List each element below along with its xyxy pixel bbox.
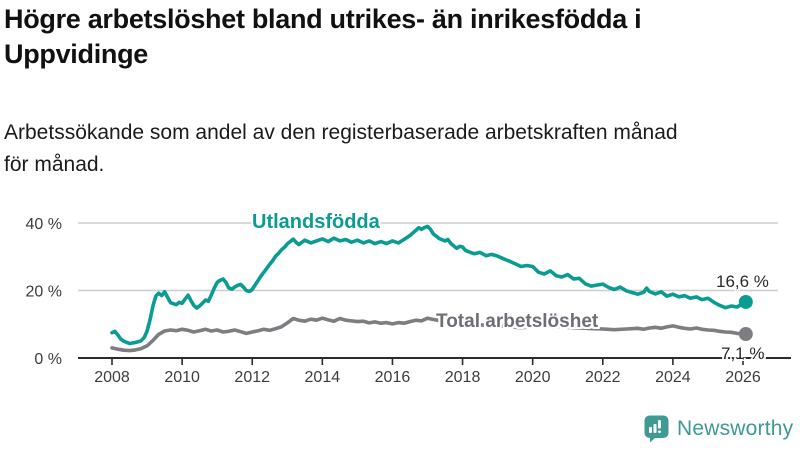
x-axis-label-2018: 2018	[445, 369, 481, 386]
x-axis-label-2022: 2022	[585, 369, 621, 386]
series-label-utlandsfodda: Utlandsfödda	[252, 211, 380, 233]
y-axis-label-0: 0 %	[34, 351, 62, 368]
newsworthy-logo-icon	[644, 415, 669, 443]
newsworthy-logo-text: Newsworthy	[677, 417, 794, 440]
page-title: Högre arbetslöshet bland utrikes- än inr…	[4, 2, 642, 72]
x-axis-label-2026: 2026	[725, 369, 761, 386]
end-value-label-utlandsfodda: 16,6 %	[716, 272, 769, 291]
x-axis-label-2008: 2008	[94, 369, 130, 386]
series-end-dot-0	[738, 294, 753, 309]
chart-subtitle-line-2: för månad.	[4, 153, 105, 176]
series-label-total-arbetsloshet: Total arbetslöshet	[436, 311, 599, 332]
series-end-dot-1	[738, 327, 753, 342]
chart-canvas: 2008 2010 2012 2014 2016 2018 2020 2022 2024 2026…	[26, 216, 791, 386]
x-axis-label-2010: 2010	[164, 369, 200, 386]
x-axis-label-2024: 2024	[655, 369, 691, 386]
page-title-line-2: Uppvidinge	[4, 39, 148, 69]
series-line-1	[110, 316, 748, 353]
chart-subtitle: Arbetssökande som andel av den registerb…	[4, 117, 678, 181]
series-line-0	[110, 224, 748, 346]
newsworthy-logo: Newsworthy	[644, 415, 793, 443]
unemployment-line-chart: 2008 2010 2012 2014 2016 2018 2020 2022 2024 2026…	[0, 192, 800, 397]
page-title-line-1: Högre arbetslöshet bland utrikes- än inr…	[4, 4, 642, 34]
y-axis-label-20: 20 %	[26, 284, 62, 301]
end-value-label-total: 7,1 %	[721, 344, 765, 363]
x-axis-label-2016: 2016	[375, 369, 411, 386]
x-axis-label-2014: 2014	[305, 369, 341, 386]
y-axis-label-40: 40 %	[26, 216, 62, 233]
x-axis-label-2012: 2012	[234, 369, 270, 386]
x-axis-label-2020: 2020	[515, 369, 551, 386]
chart-subtitle-line-1: Arbetssökande som andel av den registerb…	[4, 121, 678, 144]
